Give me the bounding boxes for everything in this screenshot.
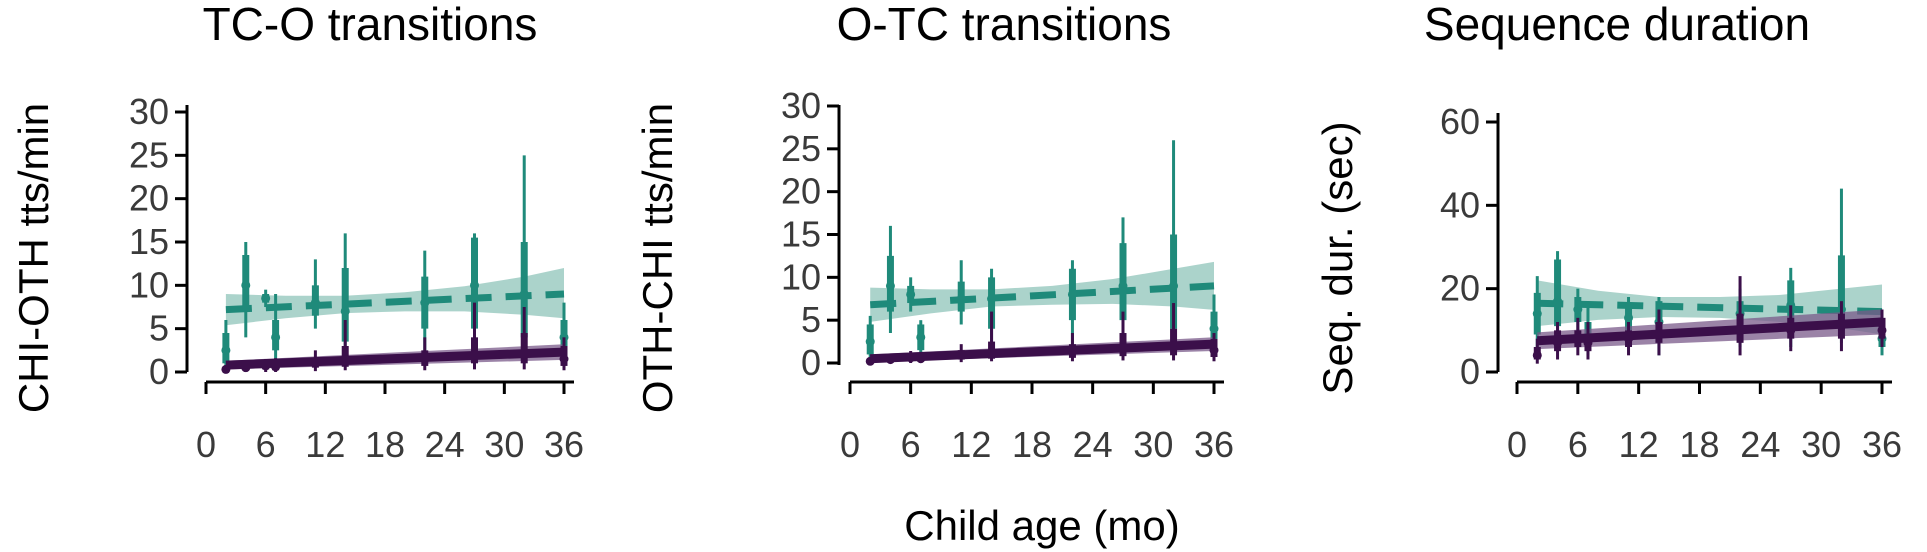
x-tick-label: 6 — [256, 424, 276, 465]
y-tick-label: 15 — [781, 214, 821, 255]
y-axis-label: CHI-OTH tts/min — [10, 103, 57, 413]
plot-area — [865, 140, 1219, 366]
y-tick-label: 25 — [781, 128, 821, 169]
y-tick-label: 5 — [801, 299, 821, 340]
panel-tc-o: TC-O transitions CHI-OTH tts/min 0510152… — [10, 0, 584, 465]
purple-fit-line — [870, 339, 1215, 364]
purple-fit-line — [1537, 317, 1883, 346]
x-tick-label: 12 — [1619, 424, 1659, 465]
purple-fit-line — [225, 347, 565, 370]
y-tick-label: 0 — [801, 342, 821, 383]
x-tick-label: 30 — [1133, 424, 1173, 465]
teal-median-point — [271, 332, 281, 342]
panel-sequence-duration: Sequence duration Seq. dur. (sec) 0 20 40 6… — [1314, 0, 1902, 465]
plot-area — [1532, 188, 1887, 364]
x-tick-label: 0 — [1507, 424, 1527, 465]
x-ticks: 0 6 12 18 24 30 36 — [840, 382, 1234, 465]
teal-median-point — [221, 345, 231, 355]
y-tick-label: 30 — [781, 85, 821, 126]
teal-median-point — [340, 306, 350, 316]
y-tick-label: 0 — [1460, 351, 1480, 392]
teal-median-point — [1532, 309, 1542, 319]
y-tick-label: 25 — [129, 134, 169, 175]
panel-title: Sequence duration — [1424, 0, 1810, 50]
x-tick-label: 30 — [484, 424, 524, 465]
plot-area — [221, 155, 569, 374]
x-ticks: 0 6 12 18 24 30 36 — [196, 382, 584, 465]
y-tick-label: 60 — [1440, 101, 1480, 142]
y-axis-label: Seq. dur. (sec) — [1314, 121, 1361, 394]
x-tick-label: 6 — [1568, 424, 1588, 465]
y-tick-label: 15 — [129, 221, 169, 262]
x-tick-label: 12 — [951, 424, 991, 465]
x-tick-label: 12 — [305, 424, 345, 465]
panel-title: O-TC transitions — [837, 0, 1172, 50]
y-tick-label: 20 — [781, 171, 821, 212]
teal-median-point — [241, 280, 251, 290]
x-tick-label: 24 — [1740, 424, 1780, 465]
teal-median-point — [916, 332, 926, 342]
teal-median-point — [1624, 313, 1634, 323]
y-tick-label: 20 — [129, 178, 169, 219]
x-tick-label: 0 — [840, 424, 860, 465]
y-tick-label: 20 — [1440, 268, 1480, 309]
x-tick-label: 18 — [365, 424, 405, 465]
teal-median-point — [1209, 324, 1219, 334]
teal-median-point — [865, 337, 875, 347]
y-tick-label: 10 — [129, 264, 169, 305]
purple-median-point — [1532, 350, 1542, 360]
x-tick-label: 18 — [1679, 424, 1719, 465]
y-tick-label: 40 — [1440, 184, 1480, 225]
x-tick-label: 0 — [196, 424, 216, 465]
teal-fit-line — [870, 282, 1215, 309]
y-axis-label: OTH-CHI tts/min — [634, 103, 681, 413]
teal-median-point — [906, 289, 916, 299]
teal-median-point — [885, 281, 895, 291]
x-tick-label: 30 — [1801, 424, 1841, 465]
purple-median-point — [559, 354, 569, 364]
teal-fit-line — [225, 290, 565, 314]
x-axis-label: Child age (mo) — [904, 502, 1179, 549]
y-tick-label: 10 — [781, 256, 821, 297]
x-ticks: 0 6 12 18 24 30 36 — [1507, 382, 1902, 465]
teal-median-point — [470, 280, 479, 290]
y-tick-label: 30 — [129, 91, 169, 132]
x-tick-label: 18 — [1012, 424, 1052, 465]
purple-median-point — [1877, 325, 1887, 335]
teal-median-point — [261, 293, 271, 303]
x-tick-label: 36 — [544, 424, 584, 465]
teal-fit-line — [1537, 299, 1883, 316]
x-tick-label: 36 — [1862, 424, 1902, 465]
panel-o-tc: O-TC transitions OTH-CHI tts/min 0510152… — [634, 0, 1234, 465]
panel-title: TC-O transitions — [203, 0, 538, 50]
x-tick-label: 24 — [1073, 424, 1113, 465]
x-tick-label: 36 — [1194, 424, 1234, 465]
y-tick-label: 5 — [149, 308, 169, 349]
teal-confidence-band — [225, 268, 564, 326]
y-ticks: 0 20 40 60 — [1440, 101, 1498, 392]
x-tick-label: 24 — [425, 424, 465, 465]
y-tick-label: 0 — [149, 351, 169, 392]
x-tick-label: 6 — [901, 424, 921, 465]
